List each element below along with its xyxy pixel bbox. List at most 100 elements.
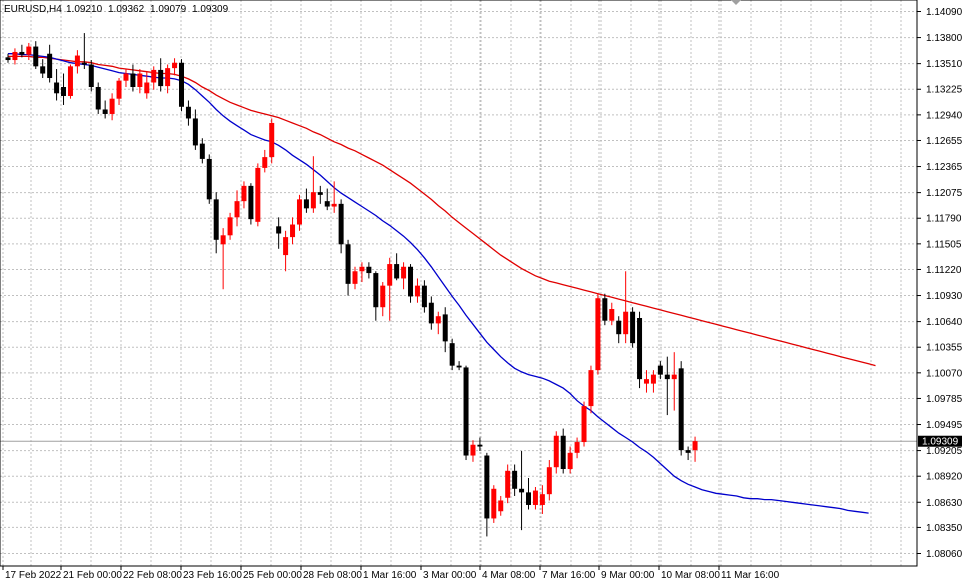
time-axis[interactable]: 17 Feb 2022 21 Feb 00:00 22 Feb 08:00 23 Fe… — [2, 566, 780, 581]
candle — [435, 311, 441, 335]
x-tick-label: 21 Feb 00:00 — [63, 570, 122, 581]
candle — [491, 485, 497, 523]
candle-body — [352, 271, 358, 284]
ohlc-high: 1.09362 — [108, 4, 145, 15]
candle — [657, 361, 663, 380]
candle-body — [296, 199, 302, 225]
plot-frame — [0, 0, 918, 567]
candle-body — [165, 68, 171, 87]
candle-body — [67, 66, 73, 96]
candle-body — [88, 64, 94, 88]
candle — [519, 451, 525, 531]
price-axis[interactable]: 1.14090 1.13800 1.13510 1.13225 1.12940 1.126… — [917, 7, 963, 560]
candle — [637, 311, 643, 389]
candle-body — [567, 452, 573, 470]
moving-average-slow — [8, 55, 876, 367]
candle — [421, 280, 427, 313]
ohlc-open: 1.09210 — [66, 4, 103, 15]
candle-body — [151, 69, 157, 83]
candle-body — [26, 46, 32, 55]
candle — [95, 82, 101, 114]
candle — [630, 307, 636, 348]
candle — [616, 316, 622, 344]
y-tick-label: 1.12075 — [926, 188, 963, 199]
candle — [470, 440, 476, 462]
candle — [269, 118, 275, 164]
candle-body — [123, 73, 129, 81]
candle-body — [172, 62, 178, 69]
candle — [151, 66, 157, 90]
candle — [477, 437, 483, 452]
x-tick-label: 17 Feb 2022 — [5, 570, 62, 581]
candle — [456, 361, 462, 371]
candle — [310, 156, 316, 213]
candle-body — [220, 235, 226, 245]
candle-body — [463, 367, 469, 456]
candle — [54, 69, 60, 101]
candle-body — [491, 488, 497, 519]
candle-body — [338, 203, 344, 245]
y-tick-label: 1.08920 — [926, 472, 963, 483]
candle — [81, 33, 87, 70]
y-tick-label: 1.12655 — [926, 136, 963, 147]
x-tick-label: 28 Feb 08:00 — [303, 570, 362, 581]
candle-body — [144, 82, 150, 94]
candle-body — [692, 441, 698, 451]
candle — [678, 361, 684, 456]
candle — [88, 60, 94, 92]
candle — [227, 212, 233, 240]
candle-body — [637, 318, 643, 380]
candle-body — [102, 109, 108, 114]
candle-body — [643, 379, 649, 384]
candle-body — [394, 264, 400, 279]
candle-body — [539, 494, 545, 505]
y-tick-label: 1.12365 — [926, 162, 963, 173]
current-price-label: 1.09309 — [922, 437, 959, 448]
candle-body — [109, 98, 115, 114]
candle — [276, 217, 282, 249]
candle-body — [81, 62, 87, 65]
candle — [296, 194, 302, 231]
candle — [671, 352, 677, 411]
candle — [428, 296, 434, 330]
candle-body — [61, 87, 67, 96]
y-tick-label: 1.10640 — [926, 317, 963, 328]
candle — [331, 181, 337, 213]
symbol-label: EURUSD,H4 — [4, 4, 62, 15]
chart-shift-icon[interactable] — [731, 0, 741, 5]
candle — [623, 271, 629, 344]
x-tick-label: 22 Feb 08:00 — [123, 570, 182, 581]
candle — [213, 192, 219, 254]
candle-body — [74, 55, 80, 67]
candle — [442, 307, 448, 353]
candle — [123, 69, 129, 88]
candle-body — [255, 167, 261, 222]
candle — [595, 293, 601, 375]
candle-body — [227, 217, 233, 236]
candle — [345, 239, 351, 296]
candle — [248, 183, 254, 225]
y-tick-label: 1.08630 — [926, 498, 963, 509]
candle-body — [380, 285, 386, 308]
candle — [137, 69, 143, 94]
moving-average-fast — [8, 53, 869, 514]
x-tick-label: 4 Mar 08:00 — [482, 570, 536, 581]
candle-body — [317, 192, 323, 195]
candle-body — [685, 450, 691, 453]
candle-body — [595, 298, 601, 371]
candle — [74, 50, 80, 74]
candle — [414, 278, 420, 303]
candle — [206, 154, 212, 204]
candle-body — [505, 470, 511, 498]
candle — [172, 58, 178, 76]
candle-body — [345, 244, 351, 284]
candle — [262, 149, 268, 173]
candle-body — [477, 444, 483, 447]
candle-body — [657, 365, 663, 375]
candle — [130, 64, 136, 92]
candle — [650, 370, 656, 393]
candle — [609, 302, 615, 326]
candle — [449, 338, 455, 371]
candle — [165, 64, 171, 94]
